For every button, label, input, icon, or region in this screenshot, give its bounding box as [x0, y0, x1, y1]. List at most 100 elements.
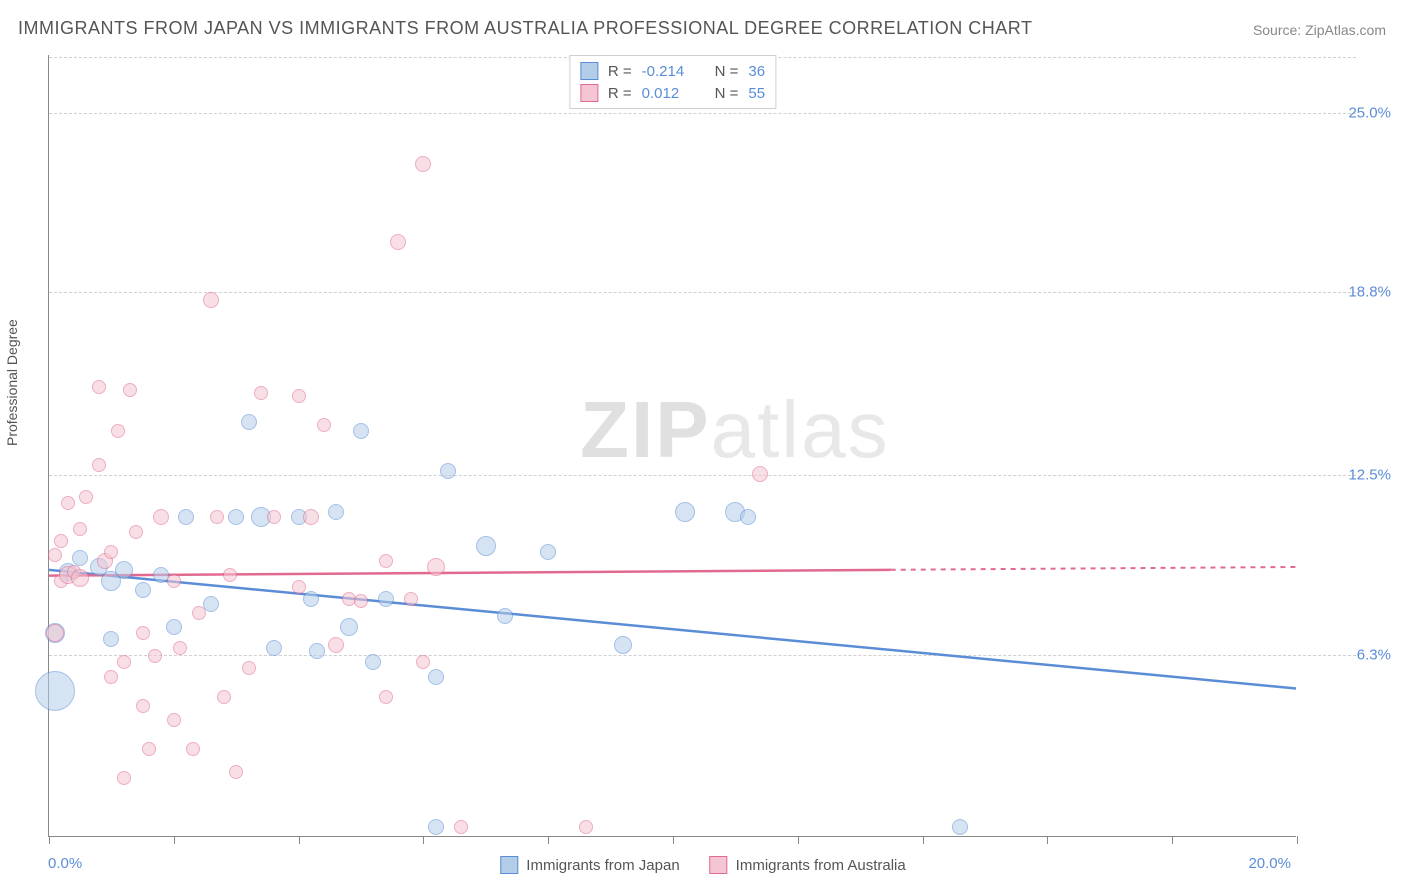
x-tick — [673, 836, 674, 844]
legend-bottom: Immigrants from Japan Immigrants from Aus… — [500, 856, 905, 874]
data-point-japan — [675, 502, 695, 522]
data-point-australia — [242, 661, 256, 675]
data-point-australia — [427, 558, 445, 576]
data-point-japan — [228, 509, 244, 525]
data-point-japan — [353, 423, 369, 439]
data-point-australia — [79, 490, 93, 504]
data-point-australia — [217, 690, 231, 704]
r-label: R = — [608, 63, 632, 80]
data-point-japan — [540, 544, 556, 560]
data-point-japan — [340, 618, 358, 636]
data-point-australia — [303, 509, 319, 525]
data-point-australia — [579, 820, 593, 834]
data-point-australia — [136, 626, 150, 640]
data-point-australia — [104, 545, 118, 559]
x-axis-max-label: 20.0% — [1248, 855, 1291, 872]
data-point-japan — [309, 643, 325, 659]
data-point-japan — [614, 636, 632, 654]
data-point-australia — [404, 592, 418, 606]
n-label: N = — [715, 63, 739, 80]
x-tick — [798, 836, 799, 844]
data-point-australia — [73, 522, 87, 536]
trend-line-japan — [49, 570, 1296, 689]
data-point-australia — [192, 606, 206, 620]
x-tick — [49, 836, 50, 844]
data-point-australia — [752, 466, 768, 482]
r-label: R = — [608, 85, 632, 102]
data-point-australia — [267, 510, 281, 524]
data-point-australia — [173, 641, 187, 655]
swatch-icon — [580, 84, 598, 102]
data-point-japan — [115, 561, 133, 579]
data-point-australia — [415, 156, 431, 172]
data-point-australia — [153, 509, 169, 525]
x-tick — [299, 836, 300, 844]
data-point-japan — [178, 509, 194, 525]
data-point-australia — [454, 820, 468, 834]
legend-item-australia: Immigrants from Australia — [710, 856, 906, 874]
swatch-icon — [580, 62, 598, 80]
swatch-icon — [710, 856, 728, 874]
data-point-japan — [476, 536, 496, 556]
data-point-japan — [952, 819, 968, 835]
data-point-australia — [379, 690, 393, 704]
x-tick — [174, 836, 175, 844]
y-axis-label: Professional Degree — [4, 319, 20, 446]
data-point-japan — [266, 640, 282, 656]
swatch-icon — [500, 856, 518, 874]
data-point-australia — [354, 594, 368, 608]
legend-item-japan: Immigrants from Japan — [500, 856, 679, 874]
data-point-australia — [48, 548, 62, 562]
data-point-australia — [167, 713, 181, 727]
legend-label: Immigrants from Japan — [526, 857, 679, 874]
data-point-australia — [210, 510, 224, 524]
data-point-australia — [167, 574, 181, 588]
data-point-australia — [292, 580, 306, 594]
data-point-japan — [241, 414, 257, 430]
data-point-australia — [111, 424, 125, 438]
stats-legend-box: R =-0.214N =36R =0.012N =55 — [569, 55, 776, 109]
data-point-australia — [148, 649, 162, 663]
data-point-australia — [203, 292, 219, 308]
plot-area: ZIPatlas R =-0.214N =36R =0.012N =55 6.3… — [48, 55, 1296, 837]
data-point-japan — [103, 631, 119, 647]
data-point-japan — [378, 591, 394, 607]
data-point-australia — [117, 655, 131, 669]
data-point-australia — [92, 380, 106, 394]
data-point-australia — [292, 389, 306, 403]
data-point-japan — [740, 509, 756, 525]
data-point-australia — [317, 418, 331, 432]
legend-label: Immigrants from Australia — [736, 857, 906, 874]
n-value: 55 — [748, 85, 765, 102]
x-tick — [423, 836, 424, 844]
stats-row-japan: R =-0.214N =36 — [580, 60, 765, 82]
n-value: 36 — [748, 63, 765, 80]
data-point-australia — [328, 637, 344, 653]
x-tick — [1172, 836, 1173, 844]
data-point-japan — [365, 654, 381, 670]
x-tick — [923, 836, 924, 844]
data-point-australia — [129, 525, 143, 539]
data-point-japan — [303, 591, 319, 607]
data-point-australia — [186, 742, 200, 756]
source-label: Source: ZipAtlas.com — [1253, 22, 1386, 38]
data-point-australia — [254, 386, 268, 400]
data-point-australia — [416, 655, 430, 669]
data-point-australia — [123, 383, 137, 397]
data-point-australia — [61, 496, 75, 510]
data-point-japan — [72, 550, 88, 566]
data-point-australia — [54, 534, 68, 548]
data-point-australia — [223, 568, 237, 582]
data-point-australia — [46, 624, 64, 642]
data-point-japan — [497, 608, 513, 624]
data-point-japan — [135, 582, 151, 598]
y-tick-label: 12.5% — [1348, 466, 1391, 483]
data-point-australia — [229, 765, 243, 779]
n-label: N = — [715, 85, 739, 102]
data-point-japan — [440, 463, 456, 479]
data-point-japan — [166, 619, 182, 635]
data-point-australia — [117, 771, 131, 785]
data-point-australia — [71, 569, 89, 587]
r-value: 0.012 — [642, 85, 697, 102]
data-point-japan — [35, 671, 75, 711]
